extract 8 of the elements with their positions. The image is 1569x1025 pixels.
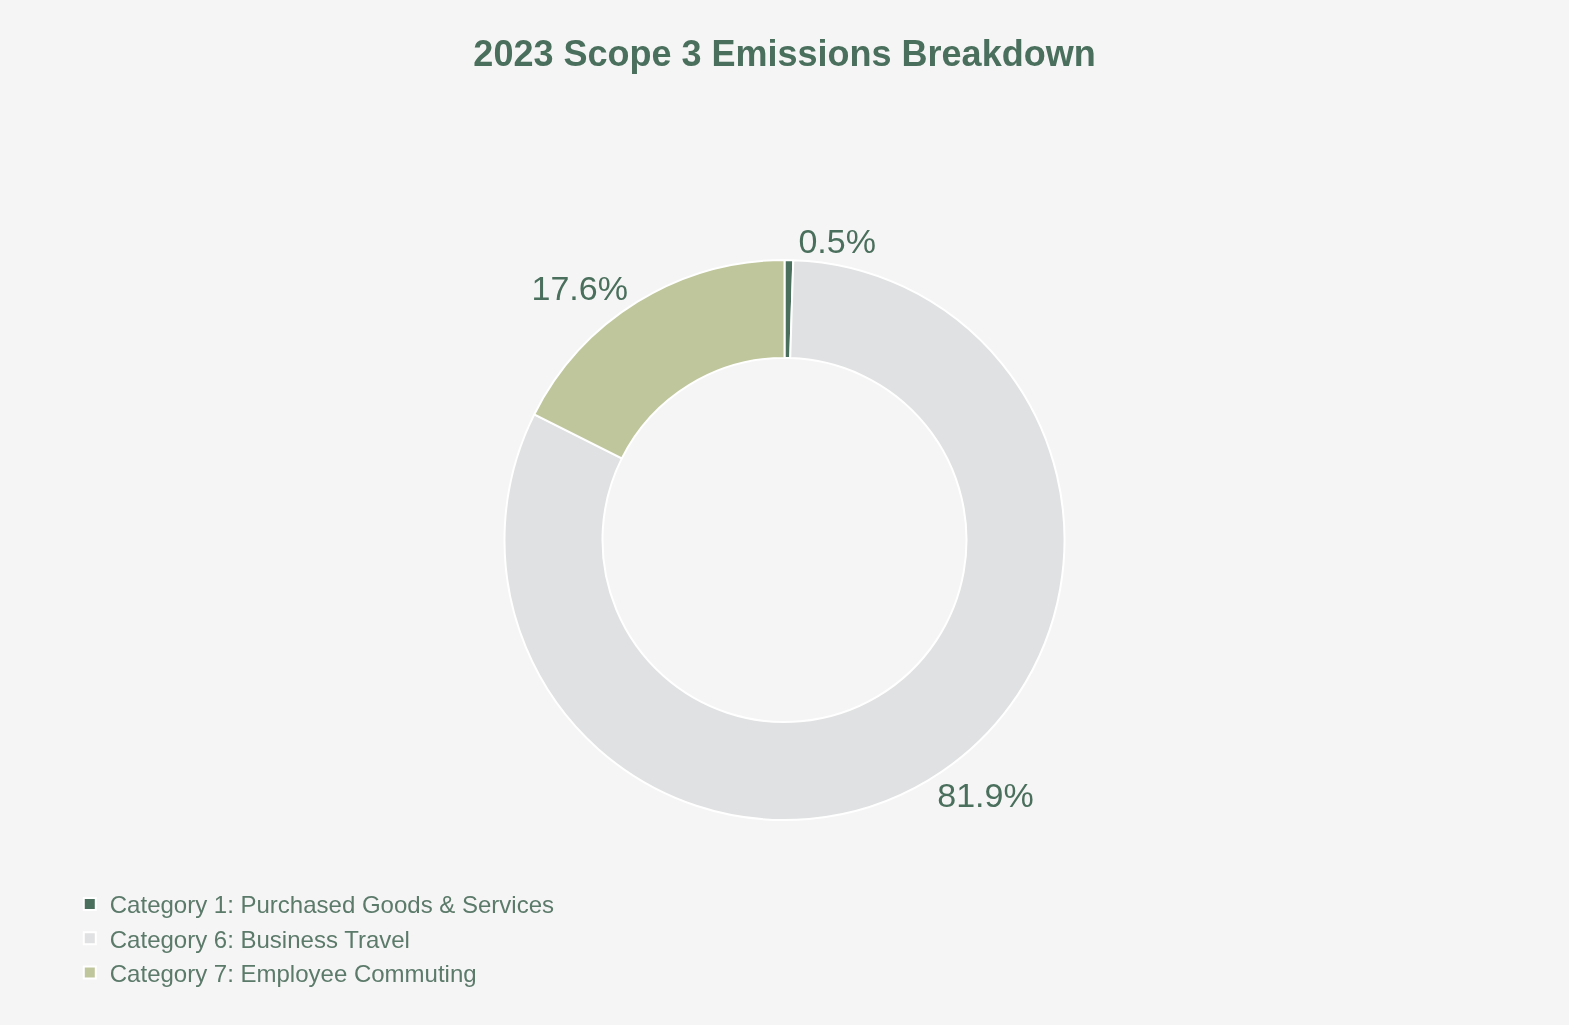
chart-title: 2023 Scope 3 Emissions Breakdown [473, 33, 1096, 75]
data-label: 17.6% [531, 268, 628, 307]
donut-slice [503, 259, 1066, 821]
legend-label: Category 1: Purchased Goods & Services [109, 891, 555, 919]
legend-label: Category 7: Employee Commuting [109, 959, 477, 987]
legend-label: Category 6: Business Travel [109, 925, 410, 953]
data-label: 81.9% [937, 775, 1034, 814]
data-label: 0.5% [798, 222, 876, 261]
